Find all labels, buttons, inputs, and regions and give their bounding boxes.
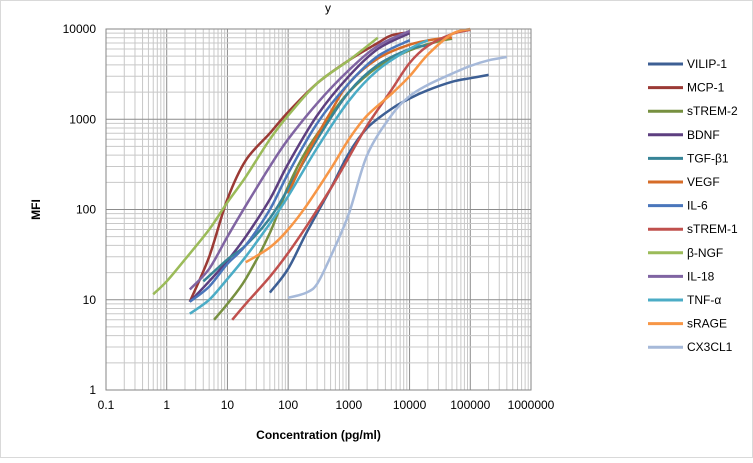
- legend-label: sTREM-1: [687, 222, 738, 236]
- chart-top-label: y: [325, 1, 331, 15]
- x-tick-label: 1000000: [508, 398, 555, 412]
- series-line-strem-1: [231, 28, 471, 321]
- legend-label: IL-6: [687, 199, 708, 213]
- series-line-vilip-1: [268, 73, 489, 294]
- y-tick-labels: 1 10 100 1000 10000: [63, 22, 97, 397]
- legend-label: BDNF: [687, 128, 720, 142]
- legend-label: MCP-1: [687, 81, 725, 95]
- y-tick-label: 10000: [63, 22, 97, 36]
- legend-label: VEGF: [687, 175, 720, 189]
- series-line-cx3cl1: [287, 55, 508, 300]
- x-tick-label: 10: [221, 398, 235, 412]
- legend: VILIP-1 MCP-1 sTREM-2 BDNF TGF-β1 VEGF IL-6 sTR…: [648, 57, 738, 354]
- x-tick-label: 0.1: [98, 398, 115, 412]
- plot-area-border: [105, 28, 532, 391]
- legend-label: IL-18: [687, 269, 715, 283]
- x-tick-label: 100: [278, 398, 298, 412]
- x-tick-label: 1000: [336, 398, 363, 412]
- series-line-il-18: [188, 29, 411, 291]
- legend-label: β-NGF: [687, 246, 723, 260]
- series-line-mcp-1: [188, 31, 410, 303]
- series-line-il-6: [189, 39, 411, 303]
- y-tick-label: 100: [76, 203, 96, 217]
- x-tick-label: 10000: [393, 398, 427, 412]
- y-tick-label: 1: [89, 383, 96, 397]
- grid-layer: [105, 29, 531, 391]
- legend-label: VILIP-1: [687, 57, 727, 71]
- legend-label: sRAGE: [687, 317, 727, 331]
- y-tick-label: 1000: [69, 112, 96, 126]
- x-axis-title: Concentration (pg/ml): [256, 428, 381, 442]
- series-line-ngf: [152, 36, 379, 296]
- x-tick-label: 1: [163, 398, 170, 412]
- series-line-bdnf: [188, 31, 411, 303]
- legend-label: TGF-β1: [687, 151, 729, 165]
- series-layer: [152, 27, 508, 321]
- series-line-srage: [245, 27, 471, 264]
- legend-label: CX3CL1: [687, 340, 733, 354]
- x-tick-label: 100000: [450, 398, 490, 412]
- y-tick-label: 10: [83, 293, 97, 307]
- x-tick-labels: 0.1 1 10 100 1000 10000 100000 1000000: [98, 398, 555, 412]
- legend-label: sTREM-2: [687, 104, 738, 118]
- y-axis-title: MFI: [29, 199, 43, 220]
- legend-label: TNF-α: [687, 293, 721, 307]
- series-line-tnf: [189, 39, 429, 315]
